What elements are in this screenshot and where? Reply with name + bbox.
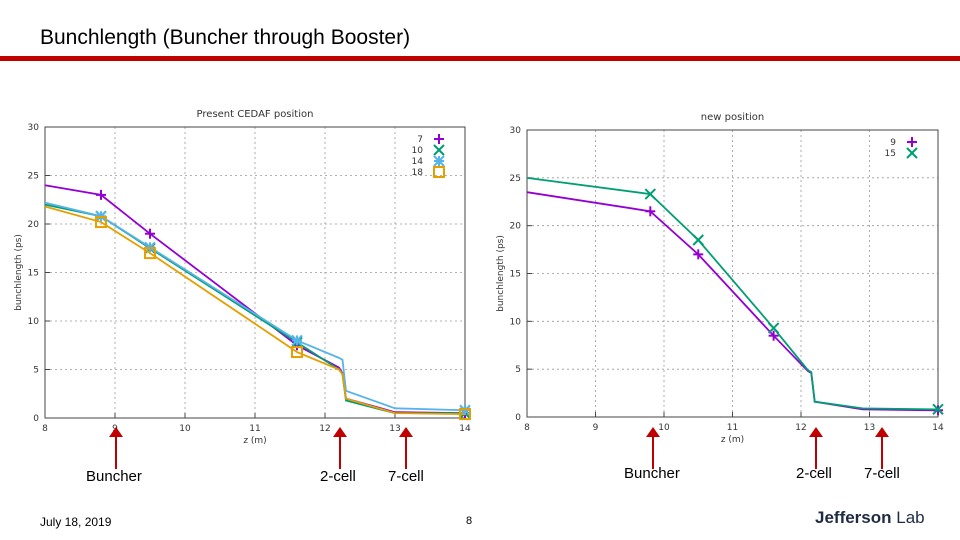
- logo-text: Jefferson: [815, 508, 892, 527]
- ytick-label-3: 15: [510, 270, 521, 280]
- point-15-0: [644, 188, 657, 200]
- ytick-label-1: 5: [515, 365, 521, 375]
- ytick-label-1: 5: [33, 366, 39, 376]
- chart-title: new position: [701, 112, 764, 123]
- title-divider: [0, 56, 960, 61]
- arrow-buncher-right: [646, 427, 660, 469]
- label-buncher-right: Buncher: [624, 465, 680, 482]
- arrow-buncher-left: [109, 427, 123, 469]
- ytick-label-0: 0: [33, 414, 39, 424]
- label-7cell-left: 7-cell: [388, 468, 424, 485]
- xtick-label-3: 11: [727, 423, 738, 433]
- xtick-label-3: 11: [249, 424, 260, 434]
- legend-label-9: 9: [890, 138, 896, 148]
- xtick-label-6: 14: [459, 424, 471, 434]
- x-axis-label: z (m): [243, 436, 266, 446]
- ytick-label-4: 20: [28, 220, 40, 230]
- point-7-1: [145, 228, 155, 239]
- point-18-3: [459, 408, 471, 421]
- chart-present-position: 891011121314051015202530Present CEDAF po…: [14, 109, 471, 446]
- plot-frame: [44, 126, 466, 419]
- logo-lab: Lab: [896, 508, 925, 527]
- legend-marker-18: [433, 166, 445, 178]
- label-2cell-right: 2-cell: [796, 465, 832, 482]
- point-18-0: [95, 216, 107, 229]
- series-line-18: [44, 205, 466, 416]
- point-18-1: [144, 247, 156, 260]
- xtick-label-2: 10: [658, 423, 670, 433]
- point-15-1: [692, 234, 704, 246]
- xtick-label-5: 13: [864, 423, 875, 433]
- arrow-7cell-left: [399, 427, 413, 469]
- arrow-7cell-right: [875, 427, 889, 469]
- y-axis-label: bunchlength (ps): [14, 234, 24, 311]
- xtick-label-0: 8: [524, 423, 530, 433]
- x-axis-label: z (m): [721, 435, 744, 445]
- ytick-label-2: 10: [28, 317, 40, 327]
- plot-frame: [526, 129, 939, 418]
- y-axis-label: bunchlength (ps): [496, 235, 506, 312]
- slide-title: Bunchlength (Buncher through Booster): [40, 26, 411, 49]
- ytick-label-6: 30: [510, 126, 522, 136]
- legend-label-14: 14: [412, 157, 424, 167]
- footer-date: July 18, 2019: [40, 515, 112, 529]
- ytick-label-3: 15: [28, 269, 39, 279]
- series-line-14: [44, 201, 466, 412]
- point-9-2: [768, 330, 779, 341]
- chart-title: Present CEDAF position: [197, 109, 314, 120]
- xtick-label-5: 13: [389, 424, 400, 434]
- position-arrows: [109, 427, 889, 469]
- legend-label-18: 18: [412, 168, 424, 178]
- xtick-label-4: 12: [319, 424, 330, 434]
- legend-marker-15: [906, 147, 918, 159]
- label-7cell-right: 7-cell: [864, 465, 900, 482]
- ytick-label-4: 20: [510, 222, 522, 232]
- legend-marker-7: [434, 134, 444, 144]
- label-2cell-left: 2-cell: [320, 468, 356, 485]
- xtick-label-2: 10: [179, 424, 191, 434]
- point-15-2: [767, 322, 780, 334]
- legend-marker-10: [433, 144, 445, 156]
- point-9-1: [693, 249, 704, 260]
- series-line-15: [526, 176, 939, 411]
- xtick-label-1: 9: [593, 423, 599, 433]
- jefferson-lab-logo: Jefferson Lab: [815, 508, 925, 528]
- ytick-label-5: 25: [510, 174, 521, 184]
- legend-marker-9: [907, 137, 917, 147]
- point-14-2: [291, 334, 303, 347]
- ytick-label-0: 0: [515, 413, 521, 423]
- page-number: 8: [466, 515, 473, 527]
- xtick-label-4: 12: [795, 423, 806, 433]
- arrow-2cell-right: [809, 427, 823, 469]
- ytick-label-5: 25: [28, 172, 39, 182]
- legend-label-10: 10: [412, 146, 424, 156]
- ytick-label-6: 30: [28, 123, 40, 133]
- xtick-label-6: 14: [932, 423, 944, 433]
- legend-marker-14: [433, 155, 445, 167]
- label-buncher-left: Buncher: [86, 468, 142, 485]
- arrow-2cell-left: [333, 427, 347, 469]
- point-9-0: [645, 206, 656, 217]
- point-18-2: [291, 346, 303, 359]
- legend-label-15: 15: [885, 149, 896, 159]
- ytick-label-2: 10: [510, 317, 522, 327]
- xtick-label-0: 8: [42, 424, 48, 434]
- point-7-0: [96, 189, 106, 200]
- legend-label-7: 7: [417, 135, 423, 145]
- point-15-3: [932, 403, 944, 416]
- chart-new-position: 8 9 10 11 12 13 14 0 5 10 15 20 25 30 new position z (m…: [496, 112, 944, 445]
